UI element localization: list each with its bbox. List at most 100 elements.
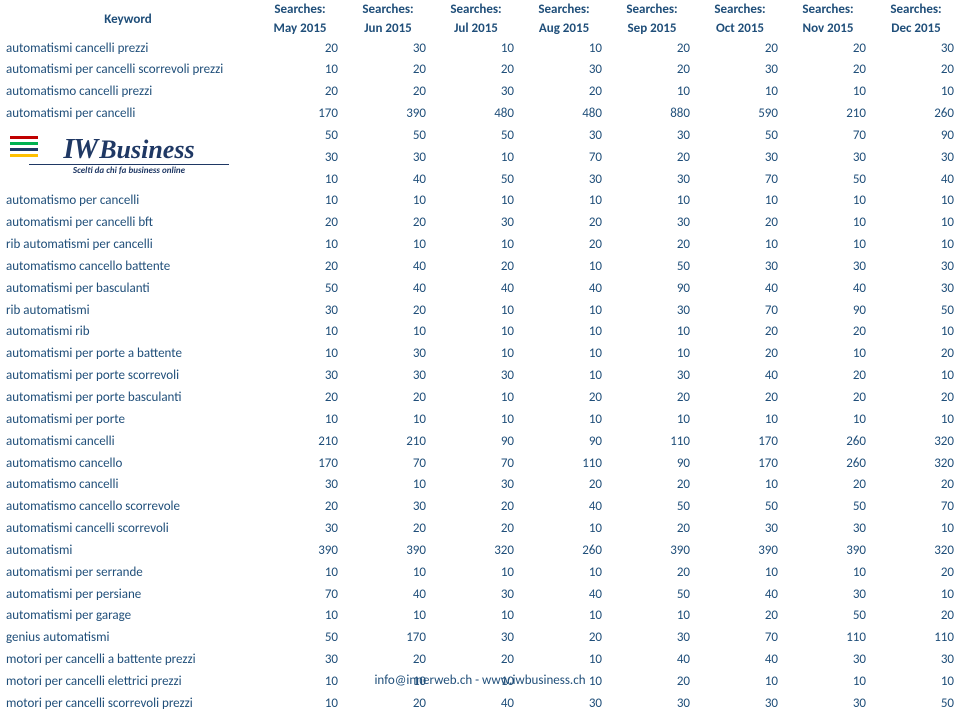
table-row: automatismi per porte1010101010101010: [0, 409, 960, 431]
value-cell: 10: [344, 606, 432, 628]
value-cell: 10: [520, 38, 608, 60]
keyword-cell: automatismi per cancelli scorrevoli prez…: [0, 60, 256, 82]
value-cell: 40: [784, 278, 872, 300]
value-cell: 10: [608, 322, 696, 344]
value-cell: 20: [520, 628, 608, 650]
value-cell: 20: [344, 213, 432, 235]
value-cell: 20: [608, 562, 696, 584]
value-cell: 50: [608, 497, 696, 519]
value-cell: 110: [784, 628, 872, 650]
value-cell: 40: [696, 584, 784, 606]
value-cell: 40: [432, 278, 520, 300]
value-cell: 10: [872, 213, 960, 235]
value-cell: 260: [784, 453, 872, 475]
value-cell: 30: [432, 628, 520, 650]
value-cell: 20: [344, 693, 432, 715]
value-cell: 10: [520, 366, 608, 388]
table-header: Keyword Searches: Searches: Searches: Se…: [0, 0, 960, 38]
value-cell: 50: [872, 300, 960, 322]
logo: IW Business Scelti da chi fa business on…: [2, 120, 256, 190]
table-row: automatismi per garage1010101010205020: [0, 606, 960, 628]
value-cell: 20: [696, 606, 784, 628]
value-cell: 10: [696, 409, 784, 431]
table-row: automatismo cancello scorrevole203020405…: [0, 497, 960, 519]
value-cell: 320: [872, 540, 960, 562]
value-cell: 50: [608, 256, 696, 278]
logo-business-text: Business: [99, 135, 194, 165]
logo-tagline: Scelti da chi fa business online: [29, 164, 229, 176]
value-cell: 10: [696, 475, 784, 497]
value-cell: 20: [256, 38, 344, 60]
value-cell: 30: [520, 60, 608, 82]
value-cell: 30: [696, 693, 784, 715]
value-cell: 30: [520, 169, 608, 191]
value-cell: 10: [344, 475, 432, 497]
value-cell: 30: [608, 693, 696, 715]
value-cell: 10: [520, 409, 608, 431]
value-cell: 390: [696, 540, 784, 562]
value-cell: 70: [696, 628, 784, 650]
logo-top: IW Business: [63, 134, 194, 166]
value-cell: 90: [784, 300, 872, 322]
value-cell: 20: [520, 213, 608, 235]
value-cell: 10: [256, 191, 344, 213]
value-cell: 40: [520, 497, 608, 519]
value-cell: 30: [784, 147, 872, 169]
value-cell: 20: [872, 562, 960, 584]
value-cell: 90: [520, 431, 608, 453]
value-cell: 10: [520, 519, 608, 541]
value-cell: 10: [344, 191, 432, 213]
value-cell: 10: [520, 606, 608, 628]
value-cell: 10: [432, 606, 520, 628]
value-cell: 10: [256, 606, 344, 628]
value-cell: 10: [256, 169, 344, 191]
value-cell: 10: [872, 409, 960, 431]
value-cell: 20: [256, 256, 344, 278]
value-cell: 10: [256, 693, 344, 715]
value-cell: 10: [520, 191, 608, 213]
value-cell: 10: [432, 235, 520, 257]
value-cell: 30: [696, 519, 784, 541]
value-cell: 30: [872, 147, 960, 169]
value-cell: 10: [872, 519, 960, 541]
value-cell: 90: [432, 431, 520, 453]
value-cell: 30: [608, 300, 696, 322]
value-cell: 170: [256, 453, 344, 475]
value-cell: 260: [784, 431, 872, 453]
value-cell: 10: [344, 562, 432, 584]
value-cell: 390: [344, 540, 432, 562]
col-header-nov-l1: Searches:: [784, 0, 872, 19]
value-cell: 10: [608, 191, 696, 213]
value-cell: 10: [256, 235, 344, 257]
value-cell: 10: [344, 235, 432, 257]
value-cell: 30: [696, 256, 784, 278]
value-cell: 30: [784, 256, 872, 278]
value-cell: 30: [608, 628, 696, 650]
value-cell: 40: [608, 650, 696, 672]
table-row: motori per cancelli scorrevoli prezzi102…: [0, 693, 960, 715]
value-cell: 20: [608, 60, 696, 82]
value-cell: 20: [256, 388, 344, 410]
value-cell: 20: [784, 60, 872, 82]
value-cell: 20: [872, 60, 960, 82]
value-cell: 20: [696, 322, 784, 344]
value-cell: 30: [872, 38, 960, 60]
value-cell: 10: [696, 235, 784, 257]
value-cell: 20: [256, 497, 344, 519]
value-cell: 590: [696, 104, 784, 126]
value-cell: 30: [520, 125, 608, 147]
value-cell: 880: [608, 104, 696, 126]
col-header-sep-l2: Sep 2015: [608, 19, 696, 38]
value-cell: 20: [696, 213, 784, 235]
value-cell: 20: [872, 344, 960, 366]
value-cell: 90: [608, 278, 696, 300]
keyword-cell: automatismi per porte basculanti: [0, 388, 256, 410]
value-cell: 70: [784, 125, 872, 147]
value-cell: 20: [432, 519, 520, 541]
value-cell: 390: [344, 104, 432, 126]
value-cell: 90: [608, 453, 696, 475]
value-cell: 70: [696, 300, 784, 322]
col-header-may-l1: Searches:: [256, 0, 344, 19]
value-cell: 10: [432, 191, 520, 213]
table-row: automatismo cancello battente20402010503…: [0, 256, 960, 278]
